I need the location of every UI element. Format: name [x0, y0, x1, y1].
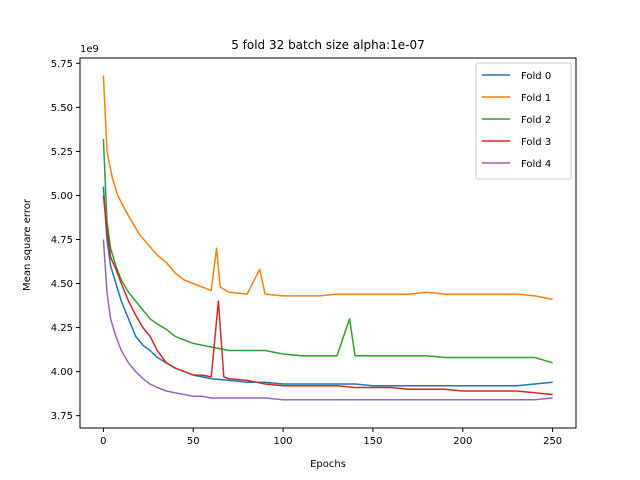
- series-line-fold-1: [102, 75, 553, 301]
- y-tick-label: 3.75: [51, 411, 73, 422]
- y-tick-label: 4.00: [51, 367, 73, 378]
- chart-title: 5 fold 32 batch size alpha:1e-07: [231, 38, 425, 52]
- series-line-fold-4: [102, 239, 553, 401]
- legend-label-fold-3: Fold 3: [521, 137, 551, 148]
- x-tick-label: 50: [187, 436, 200, 447]
- y-tick-label: 4.50: [51, 279, 73, 290]
- legend-label-fold-2: Fold 2: [521, 115, 551, 126]
- y-axis-ticks: 3.75 4.00 4.25 4.50 4.75 5.00 5.25 5.50 5.75: [51, 59, 80, 422]
- x-tick-label: 200: [453, 436, 472, 447]
- series-line-fold-3: [102, 195, 553, 396]
- series-line-fold-2: [102, 138, 553, 364]
- y-scale-multiplier: 1e9: [80, 44, 99, 55]
- legend-box: [475, 62, 572, 180]
- x-tick-label: 150: [363, 436, 382, 447]
- y-tick-label: 4.25: [51, 323, 73, 334]
- y-tick-label: 4.75: [51, 235, 73, 246]
- y-tick-label: 5.50: [51, 103, 73, 114]
- y-tick-label: 5.00: [51, 191, 73, 202]
- y-tick-label: 5.25: [51, 147, 73, 158]
- legend-label-fold-4: Fold 4: [521, 159, 551, 170]
- plot-frame: [79, 57, 577, 429]
- x-axis-ticks: 0 50 100 150 200 250: [100, 428, 562, 447]
- x-tick-label: 0: [100, 436, 106, 447]
- x-tick-label: 250: [543, 436, 562, 447]
- y-tick-label: 5.75: [51, 59, 73, 70]
- legend-label-fold-1: Fold 1: [521, 93, 551, 104]
- series-line-fold-0: [102, 186, 553, 387]
- legend: Fold 0 Fold 1 Fold 2 Fold 3 Fold 4: [475, 62, 572, 180]
- legend-label-fold-0: Fold 0: [521, 71, 551, 82]
- x-tick-label: 100: [274, 436, 293, 447]
- x-axis-label: Epochs: [310, 459, 346, 470]
- plot-lines: [102, 75, 553, 401]
- y-axis-label: Mean square error: [22, 198, 33, 291]
